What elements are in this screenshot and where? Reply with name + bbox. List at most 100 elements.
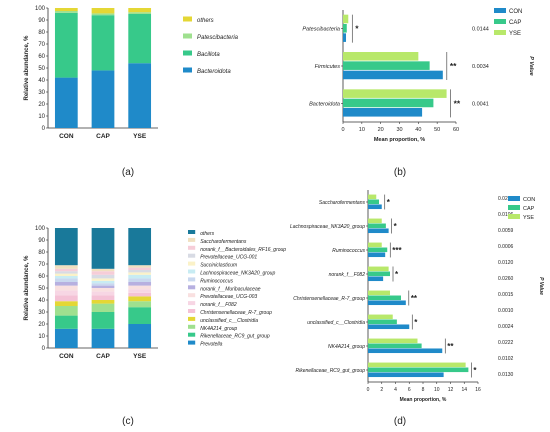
- legend-entry: Christensenellaceae_R-7_group: [200, 310, 272, 316]
- significance-marker: *: [473, 366, 477, 375]
- legend-entry: CAP: [523, 206, 535, 212]
- p-value: 0.0059: [498, 228, 514, 234]
- bar-segment: [54, 295, 78, 302]
- bar-segment: [128, 282, 152, 286]
- x-tick-label: 8: [422, 387, 425, 393]
- y-tick-label: 80: [38, 30, 45, 36]
- bar: [343, 70, 443, 80]
- bar-segment: [91, 295, 115, 300]
- bar-segment: [128, 265, 152, 268]
- bar-segment: [91, 288, 115, 292]
- p-value: 0.0010: [498, 308, 514, 314]
- bar-segment: [128, 272, 152, 275]
- y-tick-label: 70: [38, 42, 45, 48]
- significance-marker: ***: [392, 246, 402, 255]
- y-tick-label: 70: [38, 262, 45, 268]
- legend-swatch: [188, 285, 196, 290]
- bar: [368, 300, 406, 306]
- x-tick-label: 10: [434, 387, 440, 393]
- bar-segment: [91, 280, 115, 284]
- legend-entry: Ruminococcus: [200, 278, 233, 284]
- y-tick-label: 30: [38, 90, 45, 96]
- x-tick-label: 12: [448, 387, 454, 393]
- y-tick-label: 60: [38, 274, 45, 280]
- bar-segment: [54, 77, 78, 128]
- bar-segment: [128, 12, 152, 14]
- y-tick-label: 10: [38, 334, 45, 340]
- legend-swatch: [508, 205, 520, 210]
- significance-marker: **: [450, 61, 457, 71]
- legend-entry: Rikenellaceae_RC9_gut_group: [200, 334, 270, 340]
- bar: [343, 52, 419, 61]
- y-tick-label: 40: [38, 298, 45, 304]
- bar: [343, 14, 349, 24]
- bar-segment: [54, 268, 78, 272]
- y-axis-label: Relative abundance, %: [24, 255, 30, 321]
- x-tick-label: 6: [408, 387, 411, 393]
- x-tick-label: YSE: [133, 353, 147, 360]
- bar: [368, 348, 443, 354]
- legend-swatch: [188, 316, 196, 321]
- bar-segment: [54, 276, 78, 279]
- legend-swatch: [188, 293, 196, 298]
- y-tick-label: 10: [38, 114, 45, 120]
- x-tick-label: 4: [394, 387, 397, 393]
- y-tick-label: Saccharofermentans: [319, 200, 366, 206]
- bar: [368, 324, 410, 330]
- bar-segment: [91, 300, 115, 304]
- bar-segment: [54, 290, 78, 296]
- significance-marker: *: [394, 222, 398, 231]
- p-value: 0.0006: [498, 244, 514, 250]
- y-axis-label: Relative abundance, %: [24, 35, 30, 101]
- bar-segment: [54, 12, 78, 78]
- bar: [368, 242, 382, 248]
- y-tick-label: Christensenellaceae_R-7_group: [293, 296, 365, 302]
- panel-caption-d: (d): [394, 416, 406, 427]
- y-tick-label: 90: [38, 238, 45, 244]
- legend-swatch: [188, 301, 196, 306]
- y-tick-label: Firmicutes: [315, 64, 341, 70]
- bar: [368, 266, 389, 272]
- p-value: 0.0260: [498, 276, 514, 282]
- legend-entry: Prevotellaceae_UCG-003: [200, 294, 257, 300]
- bar-segment: [128, 285, 152, 290]
- legend-entry: Saccharofermentans: [200, 239, 247, 245]
- legend-entry: YSE: [509, 31, 521, 37]
- legend-swatch: [183, 50, 192, 56]
- bar: [343, 61, 430, 70]
- bar-segment: [91, 13, 115, 16]
- bar-segment: [91, 8, 115, 14]
- bar-segment: [54, 278, 78, 282]
- bar-segment: [54, 315, 78, 329]
- legend-entry: NK4A214_group: [200, 326, 237, 332]
- bar: [368, 367, 469, 373]
- x-axis-label: Mean proportion, %: [374, 137, 425, 143]
- p-value: 0.0203: [498, 196, 514, 202]
- legend-entry: Prevotellaceae_UCG-001: [200, 255, 257, 261]
- p-value: 0.0102: [498, 356, 514, 362]
- x-tick-label: 0: [367, 387, 370, 393]
- panel-caption-a: (a): [122, 167, 134, 178]
- x-tick-label: 16: [475, 387, 481, 393]
- bar-segment: [128, 14, 152, 64]
- x-tick-label: 50: [434, 127, 440, 133]
- bar-segment: [54, 285, 78, 291]
- legend-entry: CON: [509, 9, 522, 15]
- bar: [343, 108, 423, 117]
- y-tick-label: Lachnospiraceae_NK3A20_group: [290, 224, 365, 230]
- y-tick-label: 90: [38, 18, 45, 24]
- bar-segment: [54, 271, 78, 274]
- legend-swatch: [183, 67, 192, 73]
- legend-entry: Succiniclasticum: [200, 263, 237, 269]
- bar: [343, 24, 347, 33]
- significance-marker: *: [414, 318, 418, 327]
- legend-swatch: [188, 309, 196, 313]
- x-tick-label: CON: [59, 353, 74, 360]
- bar: [343, 89, 447, 98]
- y-tick-label: 100: [35, 226, 46, 232]
- y-tick-label: Rikenellaceae_RC9_gut_group: [296, 368, 366, 374]
- bar: [368, 199, 379, 205]
- panel-caption-b: (b): [394, 167, 406, 178]
